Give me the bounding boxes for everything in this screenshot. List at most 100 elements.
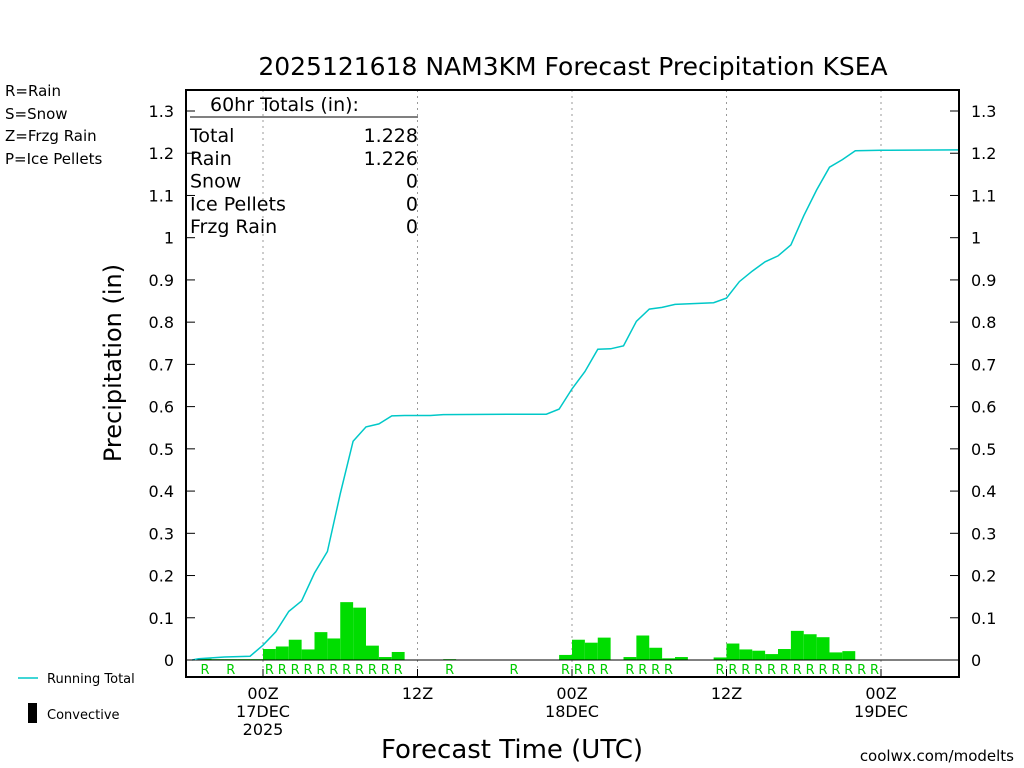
totals-box: 60hr Totals (in): Total 1.228 Rain 1.226 Sno… bbox=[189, 94, 418, 238]
y-tick-label-left: 1.2 bbox=[149, 144, 174, 163]
ptype-marker: R bbox=[291, 663, 300, 678]
x-tick-label: 2025 bbox=[243, 720, 284, 739]
x-tick-label: 19DEC bbox=[854, 702, 908, 721]
precip-bar bbox=[829, 652, 843, 660]
ptype-legend-frzg-rain: Z=Frzg Rain bbox=[5, 127, 97, 145]
y-tick-label-left: 0.5 bbox=[149, 440, 174, 459]
ptype-marker: R bbox=[870, 663, 879, 678]
precip-bar bbox=[327, 638, 341, 660]
x-tick-label: 00Z bbox=[556, 684, 587, 703]
precip-bar bbox=[649, 647, 663, 660]
precip-bar bbox=[288, 639, 302, 660]
precip-bar bbox=[636, 635, 650, 660]
x-tick-label: 12Z bbox=[711, 684, 742, 703]
precip-bar bbox=[778, 649, 791, 660]
ptype-marker: R bbox=[587, 663, 596, 678]
precip-bar bbox=[584, 642, 598, 660]
totals-row-label: Rain bbox=[190, 148, 232, 170]
precip-bar bbox=[739, 649, 753, 660]
precip-bar bbox=[765, 654, 778, 660]
ptype-marker: R bbox=[716, 663, 725, 678]
y-tick-label-left: 0.1 bbox=[149, 609, 174, 628]
precip-bar bbox=[198, 658, 212, 660]
y-tick-label-left: 0.7 bbox=[149, 355, 174, 374]
precip-bar bbox=[662, 658, 675, 660]
y-tick-label-left: 1.1 bbox=[149, 186, 174, 205]
ptype-legend-ice-pellets: P=Ice Pellets bbox=[5, 150, 102, 168]
ptype-marker: R bbox=[831, 663, 840, 678]
x-axis-label: Forecast Time (UTC) bbox=[381, 735, 643, 765]
ptype-marker: R bbox=[278, 663, 287, 678]
y-tick-label-left: 1 bbox=[164, 229, 174, 248]
y-axis-ticks: 0 00.1 0.10.2 0.20.3 0.30.4 0.40.5 0.50.6 0.60.… bbox=[149, 102, 997, 670]
y-tick-label-right: 0.4 bbox=[971, 482, 996, 501]
precip-bar bbox=[842, 651, 856, 660]
ptype-marker: R bbox=[741, 663, 750, 678]
ptype-legend-snow: S=Snow bbox=[5, 105, 68, 123]
ptype-marker: R bbox=[329, 663, 338, 678]
ptype-marker: R bbox=[767, 663, 776, 678]
precip-bar bbox=[803, 634, 817, 660]
x-tick-label: 00Z bbox=[247, 684, 278, 703]
precip-bar bbox=[275, 646, 289, 660]
y-tick-label-right: 0.7 bbox=[971, 355, 996, 374]
ptype-marker: R bbox=[355, 663, 364, 678]
y-tick-label-right: 0.9 bbox=[971, 271, 996, 290]
ptype-marker: R bbox=[265, 663, 274, 678]
y-tick-label-right: 1 bbox=[971, 229, 981, 248]
ptype-marker: R bbox=[510, 663, 519, 678]
totals-row-value: 1.226 bbox=[364, 148, 418, 170]
precip-bar bbox=[790, 630, 804, 660]
ptype-marker: R bbox=[226, 663, 235, 678]
ptype-marker: R bbox=[754, 663, 763, 678]
precip-bar bbox=[353, 607, 366, 660]
y-tick-label-right: 0.6 bbox=[971, 398, 996, 417]
precip-bar bbox=[675, 657, 688, 660]
y-tick-label-right: 0 bbox=[971, 651, 981, 670]
ptype-marker: R bbox=[600, 663, 609, 678]
ptype-marker: R bbox=[638, 663, 647, 678]
precip-bar bbox=[559, 654, 572, 660]
ptype-marker: R bbox=[394, 663, 403, 678]
totals-row-label: Ice Pellets bbox=[190, 193, 286, 215]
ptype-legend: R=Rain S=Snow Z=Frzg Rain P=Ice Pellets bbox=[5, 82, 102, 168]
ptype-marker: R bbox=[561, 663, 570, 678]
ptype-marker: R bbox=[793, 663, 802, 678]
precip-bar bbox=[597, 637, 611, 660]
precip-bar bbox=[391, 651, 405, 660]
precip-bar bbox=[340, 602, 354, 660]
totals-row-value: 0 bbox=[406, 193, 418, 215]
y-tick-label-left: 0.2 bbox=[149, 567, 174, 586]
precip-bars bbox=[198, 602, 881, 660]
totals-row-label: Frzg Rain bbox=[190, 216, 277, 238]
totals-row-value: 1.228 bbox=[364, 125, 418, 147]
running-total-legend-label: Running Total bbox=[47, 672, 135, 687]
ptype-marker: R bbox=[381, 663, 390, 678]
ptype-marker: R bbox=[368, 663, 377, 678]
convective-legend-swatch bbox=[28, 703, 37, 723]
precip-bar bbox=[713, 657, 727, 660]
y-axis-label: Precipitation (in) bbox=[99, 264, 127, 462]
ptype-marker: R bbox=[574, 663, 583, 678]
totals-row-label: Snow bbox=[190, 171, 241, 193]
y-tick-label-right: 1.3 bbox=[971, 102, 996, 121]
y-tick-label-right: 0.3 bbox=[971, 524, 996, 543]
totals-row-value: 0 bbox=[406, 171, 418, 193]
y-tick-label-right: 1.1 bbox=[971, 186, 996, 205]
chart-title: 2025121618 NAM3KM Forecast Precipitation… bbox=[258, 52, 887, 81]
x-tick-label: 00Z bbox=[865, 684, 896, 703]
totals-row-label: Total bbox=[189, 125, 234, 147]
precip-bar bbox=[314, 632, 328, 660]
credit-label: coolwx.com/modelts bbox=[860, 747, 1014, 765]
ptype-marker: R bbox=[664, 663, 673, 678]
y-tick-label-right: 0.1 bbox=[971, 609, 996, 628]
precip-bar bbox=[752, 650, 766, 660]
precip-bar bbox=[378, 657, 392, 660]
ptype-marker: R bbox=[857, 663, 866, 678]
ptype-legend-rain: R=Rain bbox=[5, 82, 61, 100]
precip-bar bbox=[301, 649, 315, 660]
y-tick-label-left: 0.9 bbox=[149, 271, 174, 290]
ptype-marker: R bbox=[445, 663, 454, 678]
ptype-marker: R bbox=[342, 663, 351, 678]
